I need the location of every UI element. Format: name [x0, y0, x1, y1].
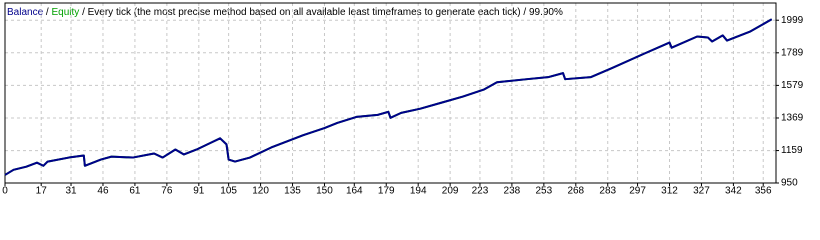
x-tick-label: 179	[378, 186, 395, 197]
x-tick-label: 268	[567, 186, 584, 197]
x-tick-label: 297	[629, 186, 646, 197]
background	[0, 0, 820, 200]
x-tick-label: 61	[129, 186, 141, 197]
x-tick-label: 253	[536, 186, 553, 197]
x-tick-label: 91	[193, 186, 205, 197]
y-tick-label: 1369	[781, 113, 804, 124]
x-tick-label: 223	[472, 186, 489, 197]
y-tick-label: 1579	[781, 80, 804, 91]
y-tick-label: 950	[781, 178, 798, 189]
x-tick-label: 31	[65, 186, 77, 197]
legend-separator: /	[523, 7, 526, 18]
series-line	[4, 18, 773, 176]
legend: Balance / Equity / Every tick (the most …	[7, 7, 563, 18]
legend-separator: /	[46, 7, 49, 18]
x-tick-label: 238	[504, 186, 521, 197]
modelling-method: Every tick (the most precise method base…	[88, 7, 521, 18]
y-tick-label: 1159	[781, 145, 803, 156]
x-tick-label: 283	[599, 186, 616, 197]
x-tick-label: 0	[2, 186, 8, 197]
legend-entry: Balance	[7, 7, 44, 18]
chart: Balance / Equity / Every tick (the most …	[0, 0, 820, 200]
x-tick-label: 135	[284, 186, 301, 197]
x-tick-label: 312	[661, 186, 678, 197]
x-tick-label: 164	[346, 186, 363, 197]
plot-frame	[4, 2, 777, 184]
x-tick-label: 120	[252, 186, 269, 197]
y-tick-label: 1999	[781, 15, 804, 26]
x-tick-label: 209	[442, 186, 459, 197]
x-tick-label: 150	[316, 186, 333, 197]
page: {"chart_data": { "type": "line", "separa…	[0, 0, 820, 200]
legend-separator: /	[82, 7, 85, 18]
x-tick-label: 17	[36, 186, 48, 197]
legend-entry: Equity	[51, 7, 79, 18]
modelling-quality: 99.90%	[529, 7, 563, 18]
y-tick-label: 1789	[781, 47, 804, 58]
x-tick-label: 76	[161, 186, 173, 197]
x-tick-label: 105	[220, 186, 237, 197]
x-tick-label: 342	[725, 186, 742, 197]
x-tick-label: 194	[410, 186, 427, 197]
x-tick-label: 327	[693, 186, 710, 197]
x-tick-label: 356	[755, 186, 772, 197]
x-tick-label: 46	[97, 186, 109, 197]
